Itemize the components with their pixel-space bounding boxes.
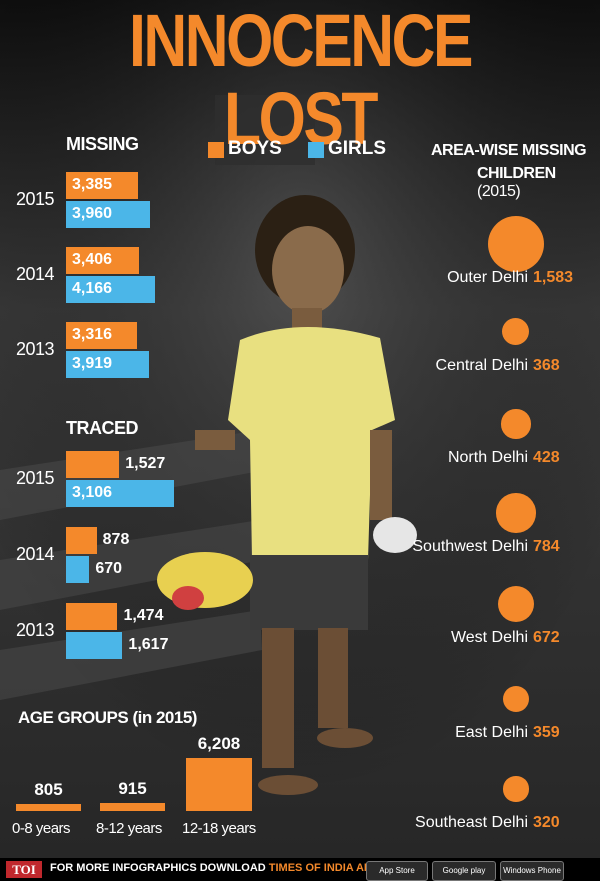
boys-value-label: 1,527 bbox=[125, 455, 166, 472]
legend-girls-swatch bbox=[308, 142, 324, 158]
area-circle bbox=[488, 216, 544, 272]
age-bar bbox=[186, 758, 252, 811]
area-header-year: (2015) bbox=[477, 183, 521, 200]
area-name-label: Southeast Delhi bbox=[415, 814, 528, 831]
area-header-line1: AREA-WISE MISSING bbox=[431, 142, 587, 159]
missing-header: MISSING bbox=[66, 134, 139, 154]
area-value-label: 784 bbox=[533, 538, 560, 555]
area-name-label: Central Delhi bbox=[435, 357, 528, 374]
year-label: 2013 bbox=[16, 339, 55, 359]
girls-value-label: 4,166 bbox=[72, 280, 113, 297]
google-play-link[interactable]: Google play bbox=[432, 861, 496, 881]
area-header-line2: CHILDREN (2015) bbox=[477, 165, 600, 201]
girls-value-label: 3,919 bbox=[72, 355, 113, 372]
toi-badge: TOI bbox=[6, 861, 42, 878]
area-value-label: 428 bbox=[533, 449, 560, 466]
footer-text-app: TIMES OF INDIA APP bbox=[268, 862, 379, 874]
windows-phone-link[interactable]: Windows Phone bbox=[500, 861, 564, 881]
boys-bar bbox=[66, 527, 97, 554]
age-category-label: 0-8 years bbox=[12, 820, 71, 837]
area-value-label: 359 bbox=[533, 724, 560, 741]
footer-text: FOR MORE INFOGRAPHICS DOWNLOAD TIMES OF … bbox=[50, 862, 379, 874]
app-store-label: App Store bbox=[379, 866, 415, 875]
google-play-label: Google play bbox=[442, 866, 486, 875]
girls-value-label: 1,617 bbox=[128, 636, 169, 653]
boys-value-label: 3,385 bbox=[72, 176, 113, 193]
area-name-label: Southwest Delhi bbox=[412, 538, 528, 555]
area-value-label: 320 bbox=[533, 814, 560, 831]
legend-girls-label: GIRLS bbox=[328, 138, 387, 159]
girls-bar bbox=[66, 276, 155, 303]
year-label: 2015 bbox=[16, 468, 55, 488]
area-circle bbox=[496, 493, 536, 533]
area-circle bbox=[502, 318, 530, 346]
toi-badge-text: TOI bbox=[12, 862, 36, 877]
legend-boys-swatch bbox=[208, 142, 224, 158]
traced-header: TRACED bbox=[66, 418, 139, 438]
area-value-label: 368 bbox=[533, 357, 560, 374]
legend-boys-label: BOYS bbox=[228, 138, 282, 159]
age-bar bbox=[100, 803, 165, 811]
girls-bar bbox=[66, 632, 123, 659]
area-header-children: CHILDREN bbox=[477, 165, 556, 182]
footer-text-prefix: FOR MORE INFOGRAPHICS DOWNLOAD bbox=[50, 862, 266, 874]
page-title: INNOCENCE LOST bbox=[129, 0, 473, 160]
age-bar bbox=[16, 804, 81, 811]
boy-figure bbox=[157, 195, 417, 795]
year-label: 2015 bbox=[16, 189, 55, 209]
boys-bar bbox=[66, 247, 139, 274]
area-circle bbox=[497, 585, 535, 623]
age-value-label: 6,208 bbox=[197, 734, 241, 754]
girls-bar bbox=[66, 480, 175, 507]
age-category-label: 8-12 years bbox=[96, 820, 162, 837]
year-label: 2014 bbox=[16, 264, 55, 284]
windows-phone-label: Windows Phone bbox=[503, 866, 561, 875]
age-groups-title: AGE GROUPS (in 2015) bbox=[18, 708, 197, 727]
age-groups-header: AGE GROUPS (in 2015) bbox=[18, 708, 197, 728]
area-name-label: East Delhi bbox=[455, 724, 528, 741]
area-value-label: 672 bbox=[533, 629, 560, 646]
year-label: 2013 bbox=[16, 620, 55, 640]
area-name-label: North Delhi bbox=[447, 449, 528, 466]
app-store-link[interactable]: App Store bbox=[366, 861, 428, 881]
age-value-label: 805 bbox=[34, 780, 63, 799]
area-name-label: Outer Delhi bbox=[447, 269, 528, 286]
area-value-label: 1,583 bbox=[533, 269, 574, 286]
girls-value-label: 670 bbox=[95, 560, 123, 577]
area-circle bbox=[502, 685, 530, 713]
area-name-label: West Delhi bbox=[450, 629, 528, 646]
girls-bar bbox=[66, 351, 150, 378]
area-circle bbox=[503, 776, 529, 802]
boys-value-label: 3,316 bbox=[72, 326, 113, 343]
boys-bar bbox=[66, 603, 118, 630]
age-category-label: 12-18 years bbox=[182, 820, 256, 837]
boys-value-label: 1,474 bbox=[123, 607, 164, 624]
boys-bar bbox=[66, 451, 120, 478]
boys-bar bbox=[66, 322, 137, 349]
girls-bar bbox=[66, 556, 90, 583]
year-label: 2014 bbox=[16, 544, 55, 564]
girls-value-label: 3,106 bbox=[72, 484, 113, 501]
area-circle bbox=[501, 409, 531, 439]
boys-value-label: 3,406 bbox=[72, 251, 113, 268]
girls-bar bbox=[66, 201, 151, 228]
age-value-label: 915 bbox=[118, 779, 147, 799]
boys-value-label: 878 bbox=[102, 531, 130, 548]
girls-value-label: 3,960 bbox=[72, 205, 113, 222]
boys-bar bbox=[66, 172, 139, 199]
